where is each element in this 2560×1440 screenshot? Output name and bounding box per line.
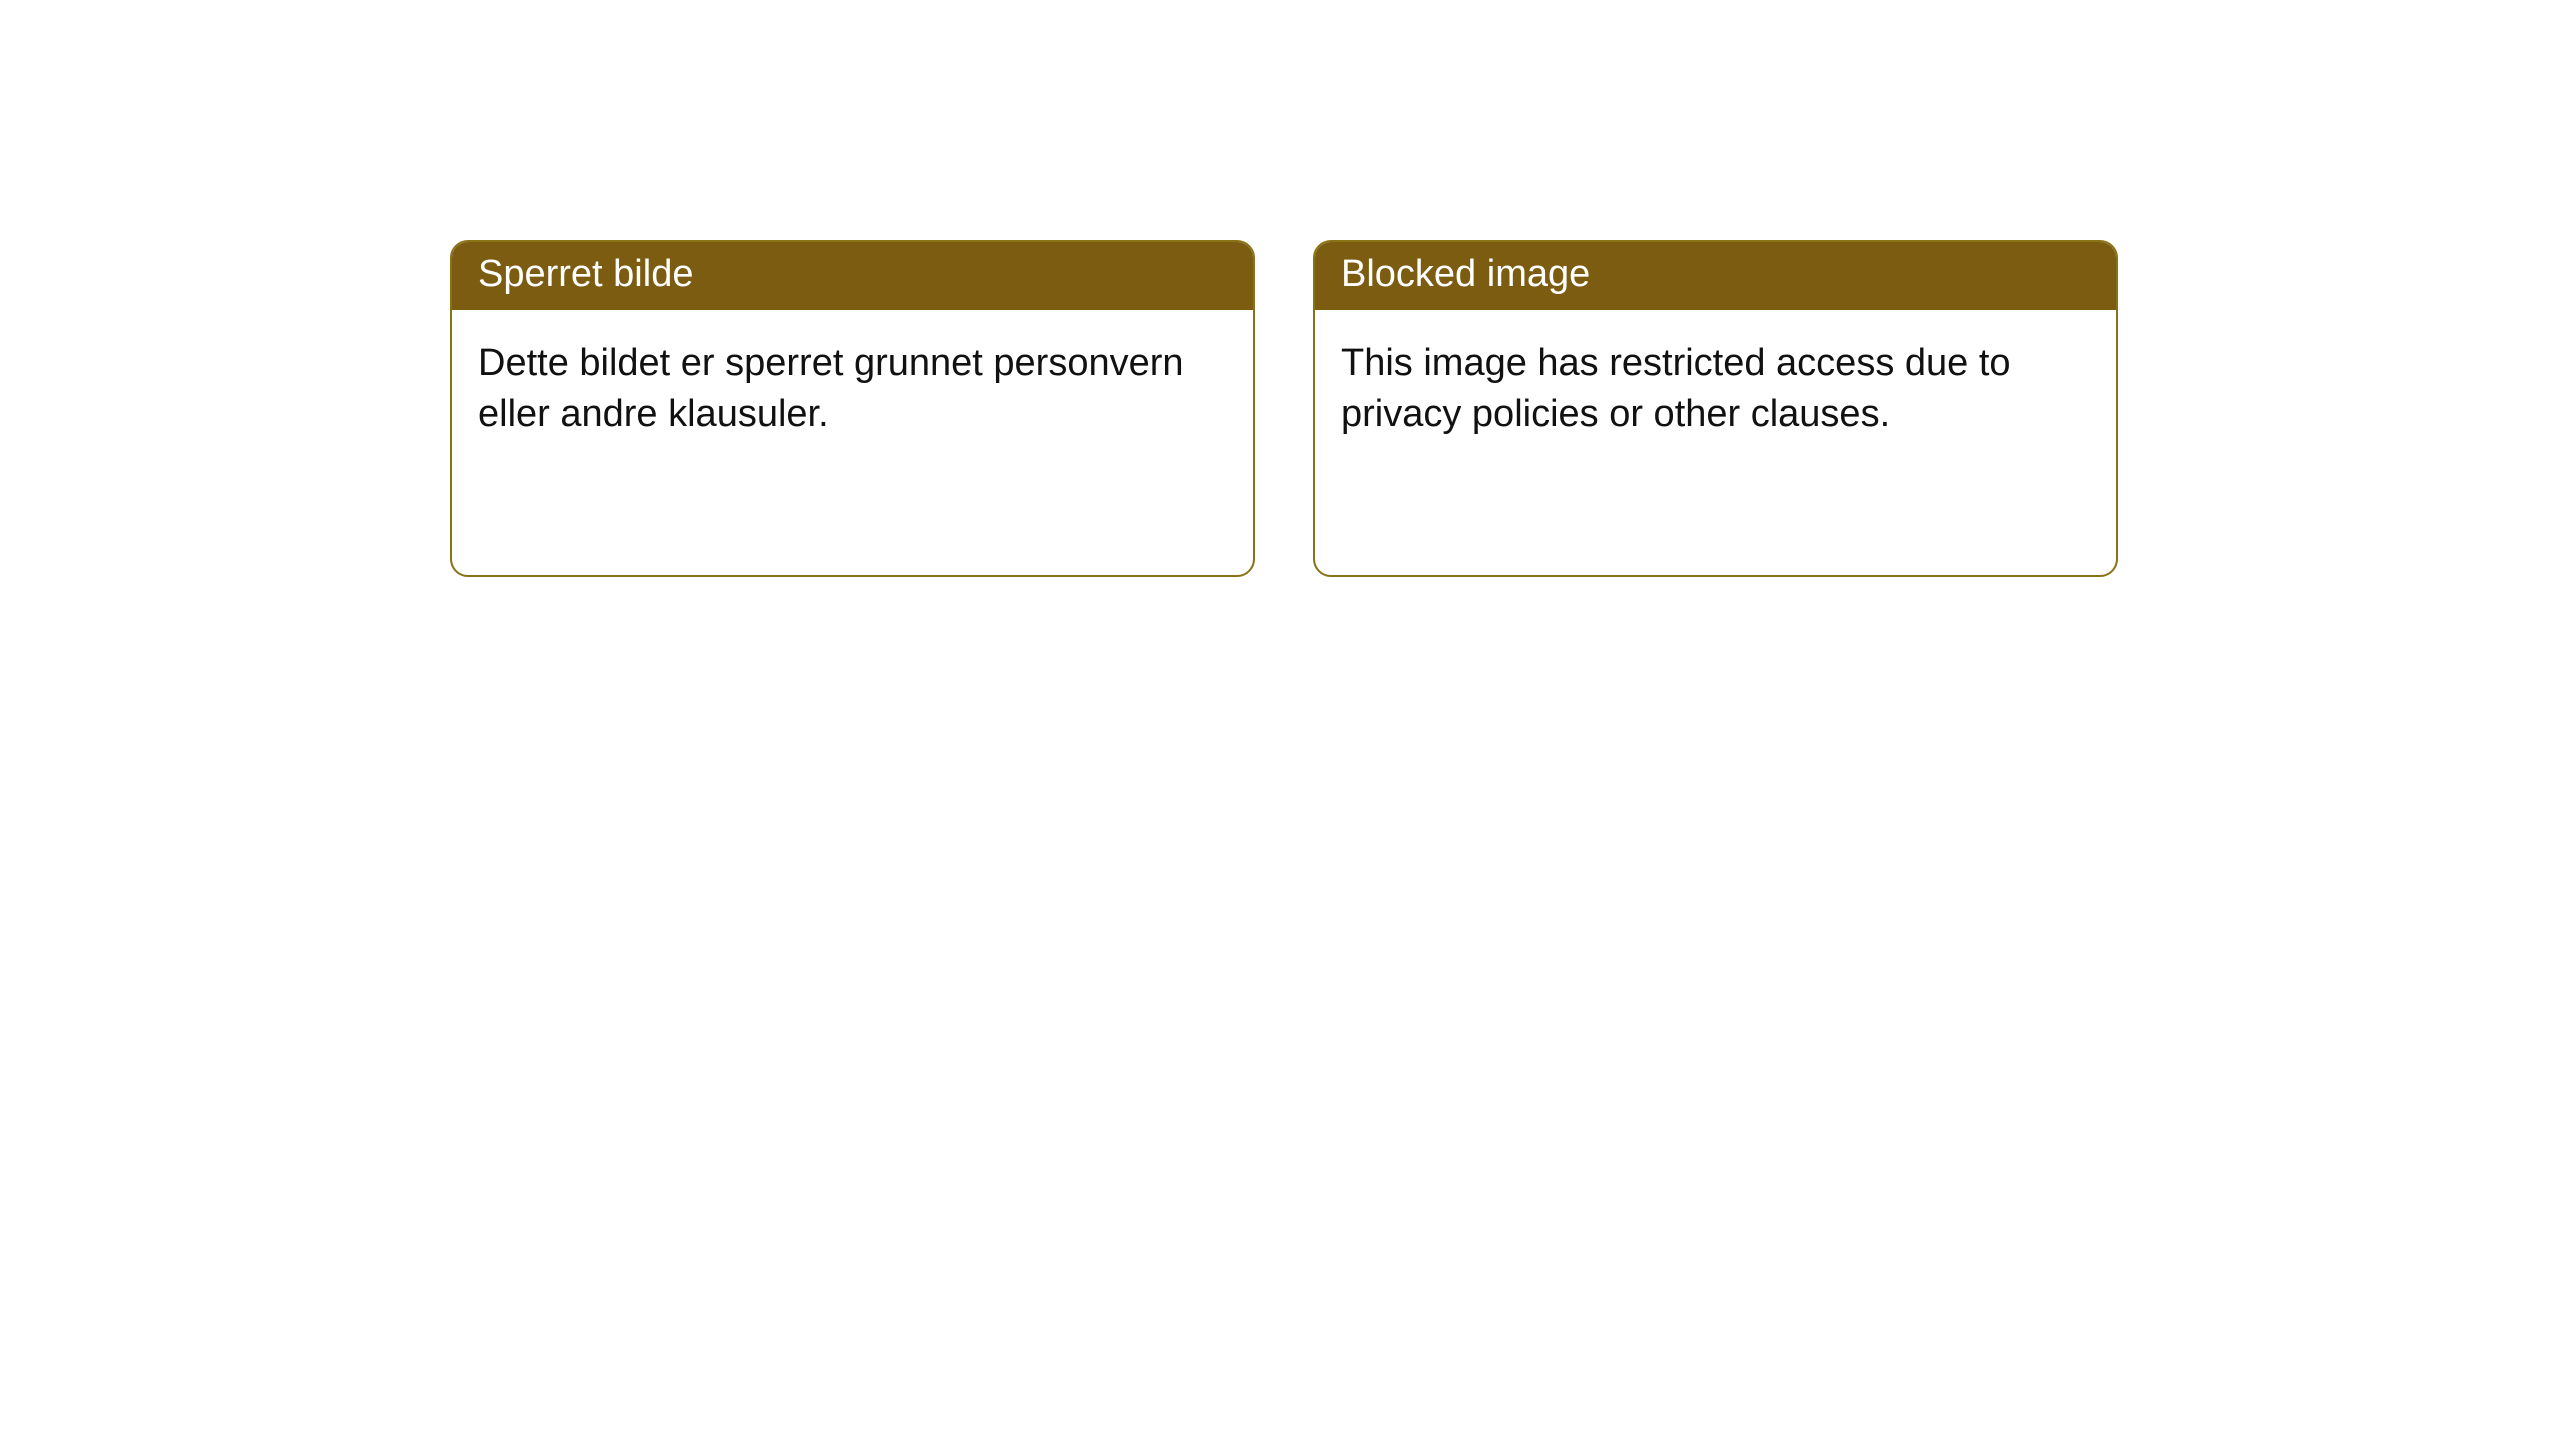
notice-cards-row: Sperret bilde Dette bildet er sperret gr… <box>450 240 2130 577</box>
card-header-en: Blocked image <box>1315 242 2116 310</box>
card-body-en: This image has restricted access due to … <box>1315 310 2116 461</box>
blocked-image-card-en: Blocked image This image has restricted … <box>1313 240 2118 577</box>
card-header-no: Sperret bilde <box>452 242 1253 310</box>
blocked-image-card-no: Sperret bilde Dette bildet er sperret gr… <box>450 240 1255 577</box>
card-body-no: Dette bildet er sperret grunnet personve… <box>452 310 1253 461</box>
